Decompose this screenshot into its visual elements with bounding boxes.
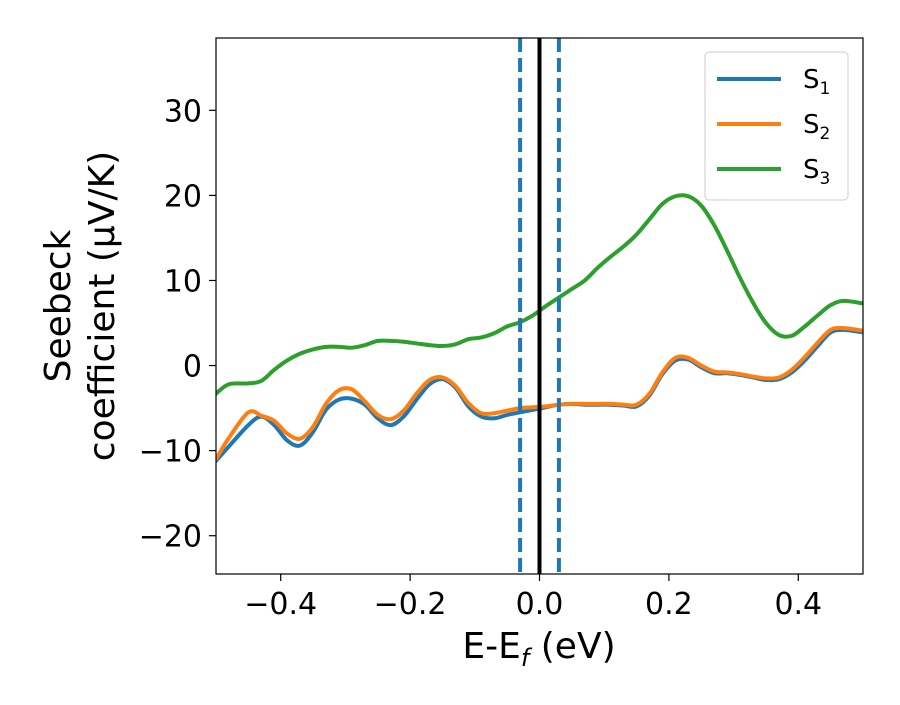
x-tick-label: 0.0 [516, 587, 564, 622]
legend-label-s1: S1 [803, 65, 830, 99]
y-axis-label-line1: Seebeck [38, 229, 79, 382]
legend: S1 S2 S3 [704, 51, 849, 201]
axis-ticks: −0.4 −0.2 0.0 0.2 0.4 −20 −10 0 10 20 30 [139, 94, 822, 622]
y-axis-label-line2: coefficient (μV/K) [82, 151, 123, 461]
reference-lines [518, 38, 561, 574]
y-tick-label: 10 [164, 264, 202, 299]
y-tick-label: 0 [183, 350, 202, 385]
x-tick-label: −0.4 [244, 587, 317, 622]
y-tick-label: 30 [164, 94, 202, 129]
y-tick-label: −10 [139, 435, 202, 470]
legend-label-s2: S2 [803, 110, 830, 144]
y-tick-label: −20 [139, 520, 202, 555]
x-tick-label: 0.4 [774, 587, 822, 622]
x-axis-label-suffix: (eV) [529, 626, 615, 667]
y-axis-label: Seebeck coefficient (μV/K) [38, 151, 123, 461]
x-tick-label: 0.2 [645, 587, 693, 622]
x-axis-label-main: E-E [462, 626, 520, 667]
legend-label-s3: S3 [803, 155, 830, 189]
y-tick-label: 20 [164, 179, 202, 214]
x-axis-label: E-Ef (eV) [462, 626, 615, 672]
x-tick-label: −0.2 [374, 587, 447, 622]
